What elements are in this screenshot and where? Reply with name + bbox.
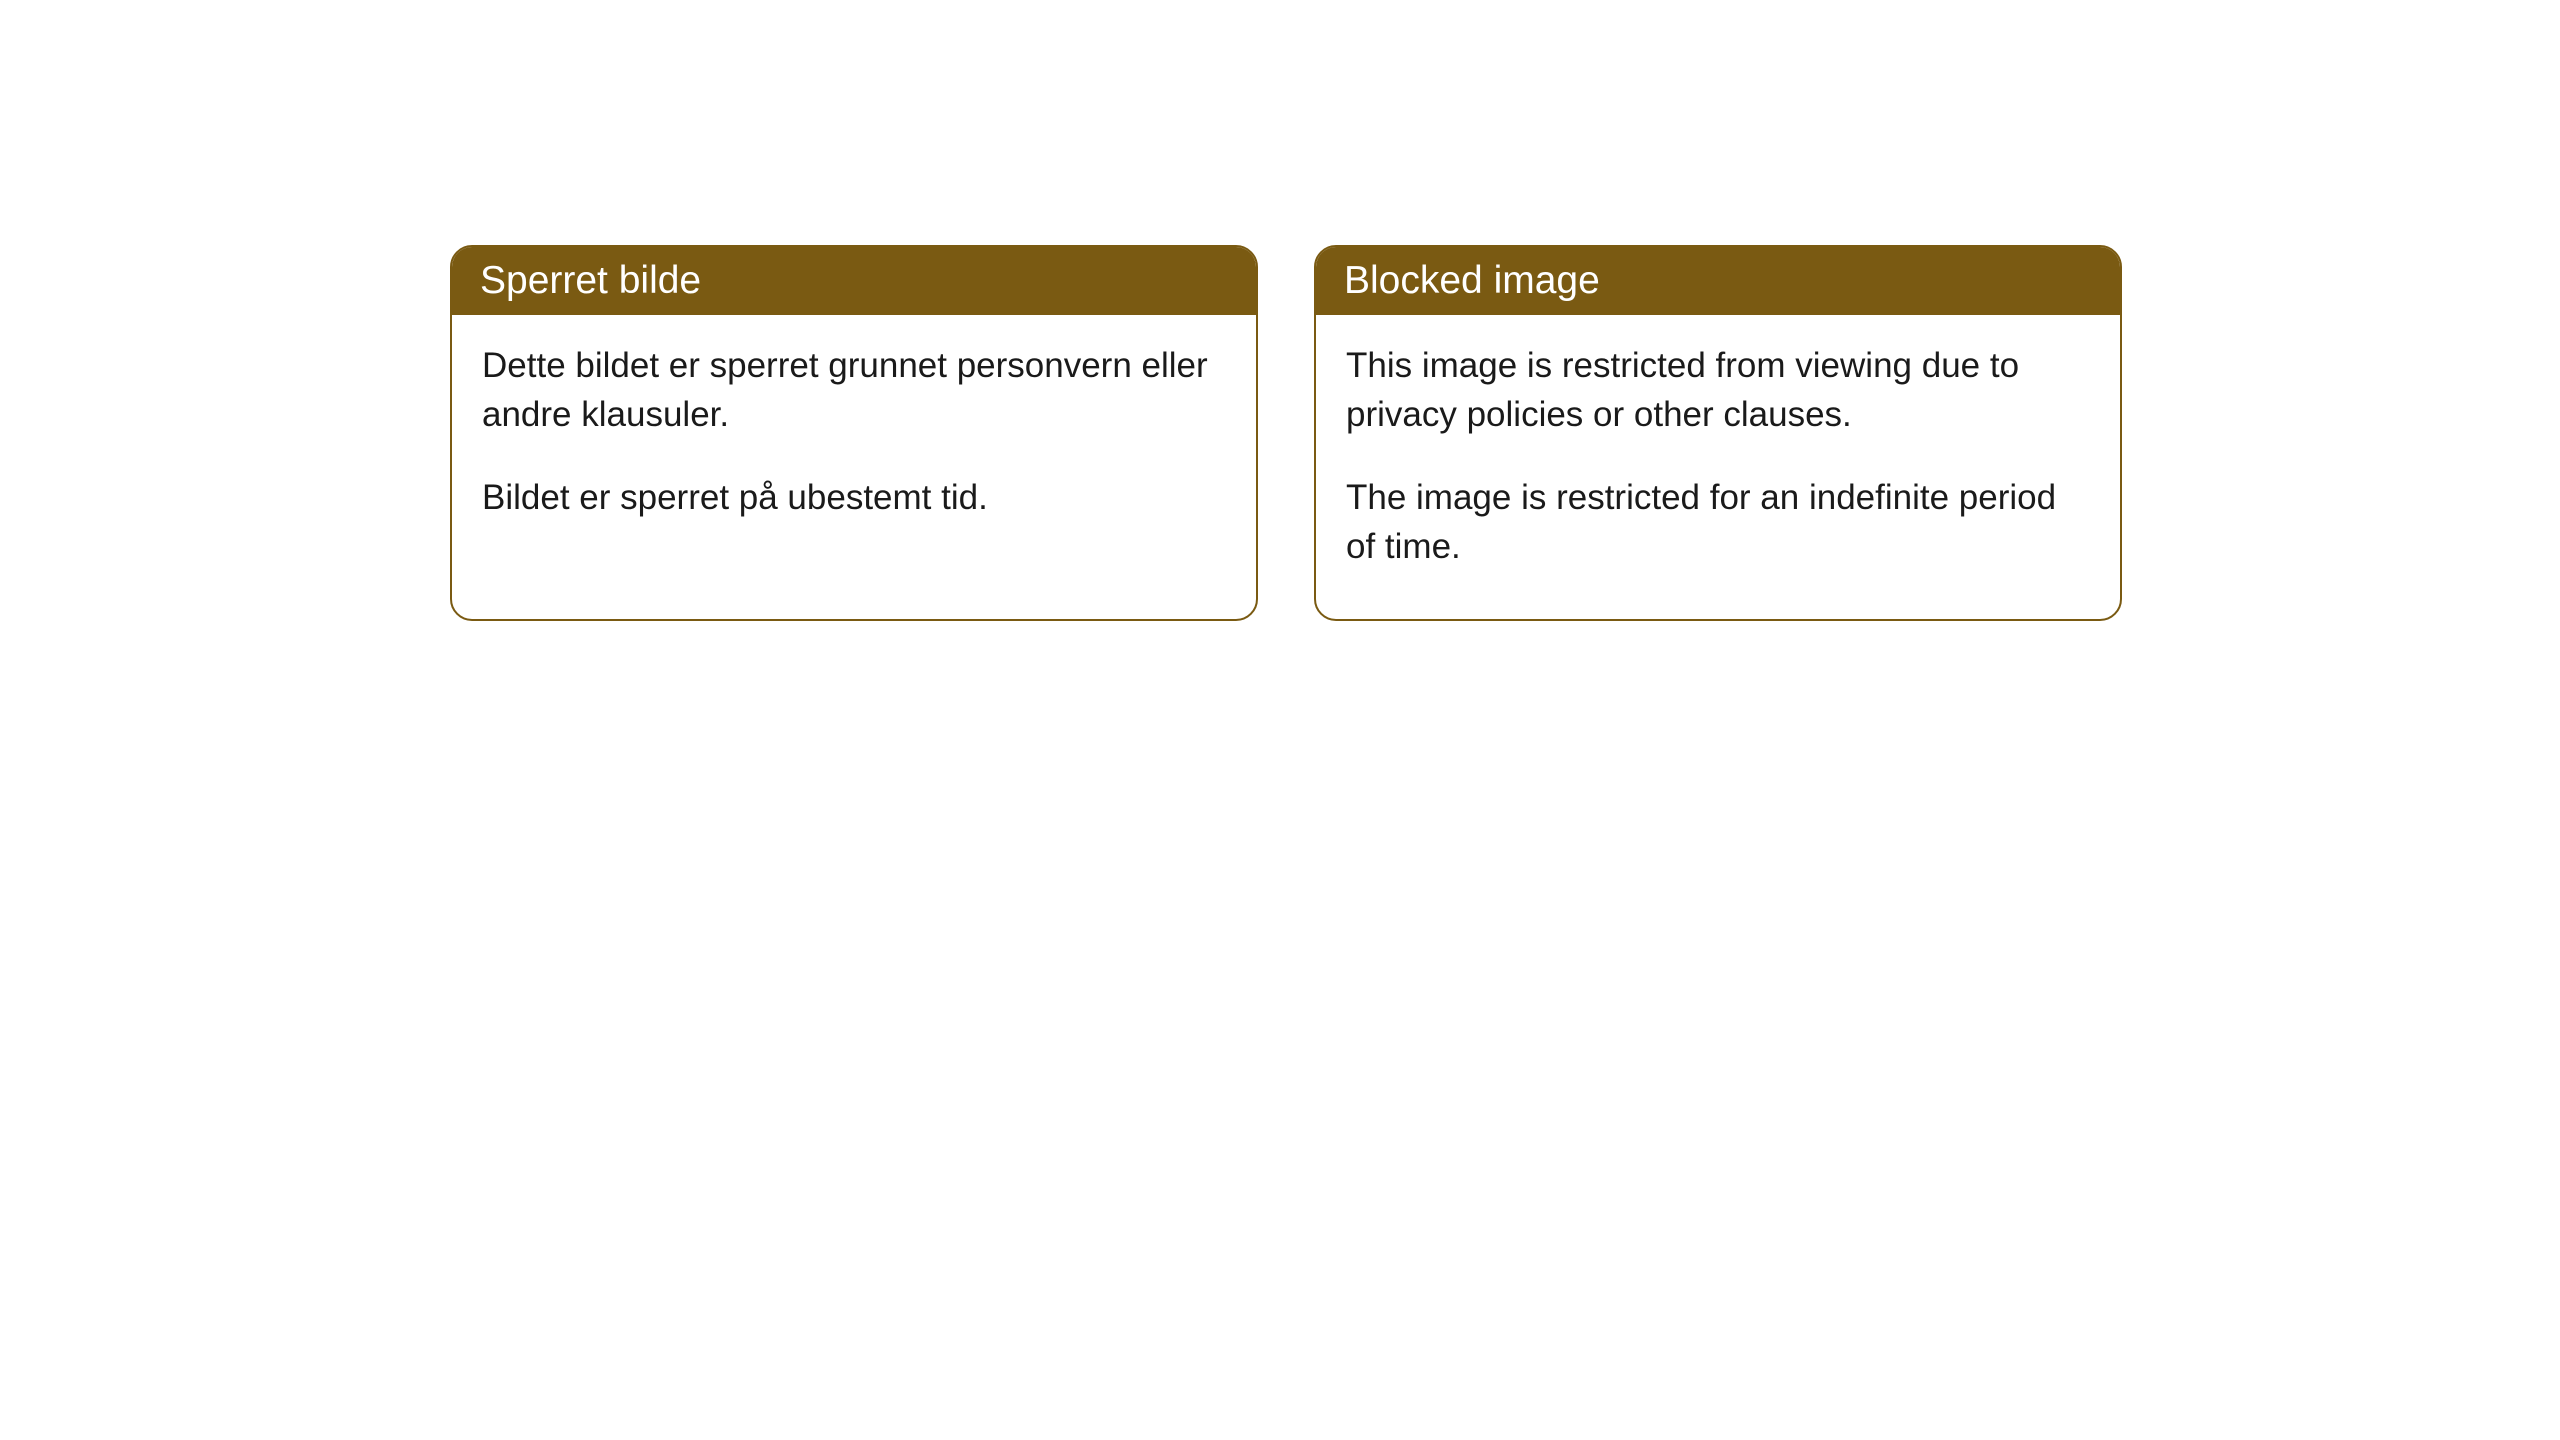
card-english: Blocked image This image is restricted f… <box>1314 245 2122 621</box>
card-paragraph-2-norwegian: Bildet er sperret på ubestemt tid. <box>482 473 1226 522</box>
card-title-english: Blocked image <box>1344 259 1600 302</box>
card-paragraph-1-english: This image is restricted from viewing du… <box>1346 341 2090 439</box>
card-body-norwegian: Dette bildet er sperret grunnet personve… <box>452 315 1256 570</box>
card-body-english: This image is restricted from viewing du… <box>1316 315 2120 619</box>
card-header-norwegian: Sperret bilde <box>452 247 1256 315</box>
card-paragraph-2-english: The image is restricted for an indefinit… <box>1346 473 2090 571</box>
card-title-norwegian: Sperret bilde <box>480 259 701 302</box>
cards-container: Sperret bilde Dette bildet er sperret gr… <box>450 245 2560 621</box>
card-paragraph-1-norwegian: Dette bildet er sperret grunnet personve… <box>482 341 1226 439</box>
card-norwegian: Sperret bilde Dette bildet er sperret gr… <box>450 245 1258 621</box>
card-header-english: Blocked image <box>1316 247 2120 315</box>
